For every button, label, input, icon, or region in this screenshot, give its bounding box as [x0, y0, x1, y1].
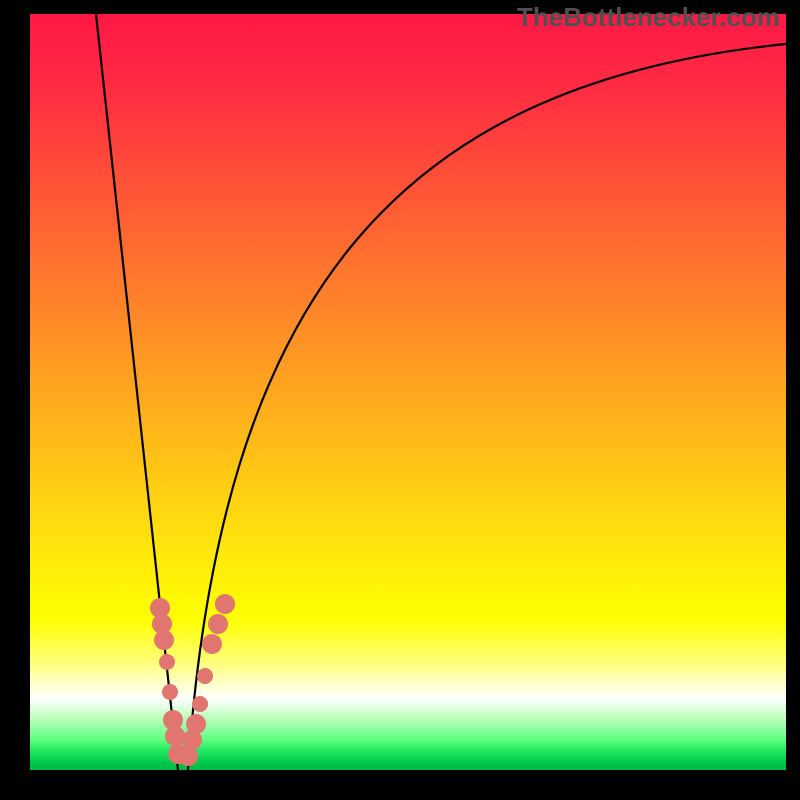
watermark-text: TheBottlenecker.com [517, 2, 780, 33]
gradient-background [30, 14, 786, 770]
chart-root: TheBottlenecker.com [0, 0, 800, 800]
plot-area [30, 14, 786, 770]
